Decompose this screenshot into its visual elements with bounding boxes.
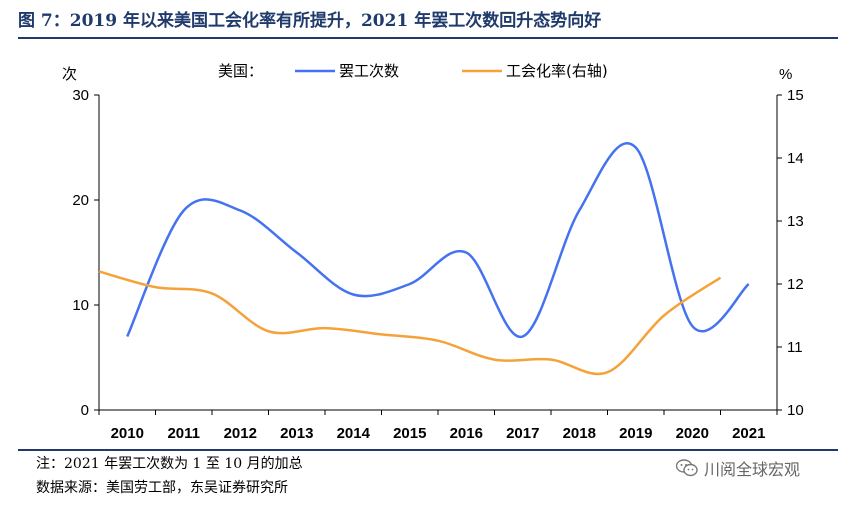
right-axis-tick-label: 10: [787, 402, 804, 419]
series-line-2: [98, 270, 722, 376]
x-axis-tick-label: 2016: [450, 425, 483, 442]
x-axis-tick-label: 2012: [224, 425, 257, 442]
right-axis-tick-label: 11: [787, 339, 803, 356]
wechat-icon: [676, 459, 698, 477]
left-axis-tick-label: 10: [72, 297, 89, 314]
left-axis-tick-label: 0: [81, 402, 89, 419]
left-axis-tick-label: 30: [72, 87, 89, 104]
chart-note: 注：2021 年罢工次数为 1 至 10 月的加总: [36, 456, 303, 472]
right-axis-tick-label: 15: [787, 87, 804, 104]
legend-label-1: 罢工次数: [339, 62, 399, 80]
right-axis-tick-label: 12: [787, 276, 804, 293]
x-axis-tick-label: 2014: [337, 425, 371, 442]
x-axis-tick-label: 2019: [619, 425, 652, 442]
right-axis-tick-label: 13: [787, 213, 804, 230]
x-axis-tick-label: 2017: [506, 425, 539, 442]
legend-prefix: 美国：: [218, 62, 263, 80]
x-axis-tick-label: 2020: [676, 425, 709, 442]
x-axis-tick-label: 2013: [280, 425, 313, 442]
series-line-1: [126, 142, 750, 338]
footer-divider: [18, 449, 838, 451]
watermark-text: 川阅全球宏观: [704, 460, 801, 479]
x-axis-tick-label: 2018: [563, 425, 596, 442]
right-axis-unit: %: [779, 66, 792, 83]
right-axis-tick-label: 14: [787, 150, 804, 167]
title-divider: [18, 37, 838, 39]
x-axis-tick-label: 2021: [732, 425, 765, 442]
legend-label-2: 工会化率(右轴): [506, 62, 608, 80]
left-axis-tick-label: 20: [72, 192, 89, 209]
left-axis-unit: 次: [62, 65, 77, 83]
x-axis-tick-label: 2010: [111, 425, 144, 442]
chart-title: 图 7：2019 年以来美国工会化率有所提升，2021 年罢工次数回升态势向好: [18, 11, 602, 31]
x-axis-tick-label: 2011: [167, 425, 200, 442]
x-axis-tick-label: 2015: [393, 425, 426, 442]
watermark: 川阅全球宏观: [676, 456, 800, 480]
data-source: 数据来源：美国劳工部，东吴证券研究所: [36, 480, 288, 496]
